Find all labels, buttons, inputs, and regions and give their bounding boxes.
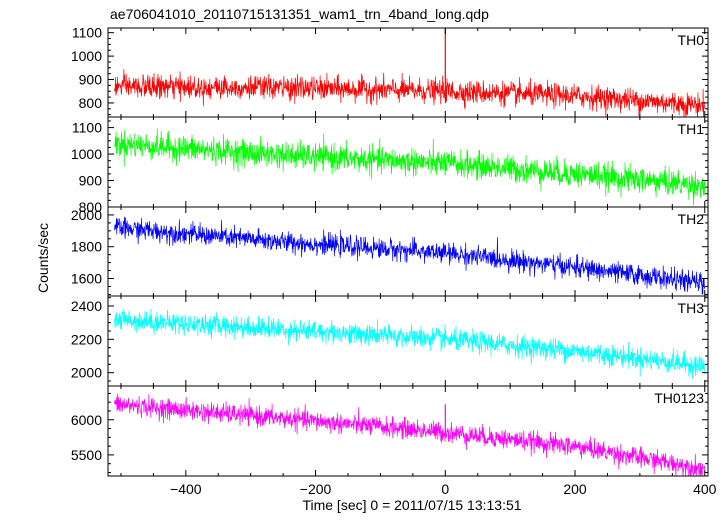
panel-label-th3: TH3 [678,300,705,316]
panel-frame [107,116,709,208]
panel-th1: 800 900 1000 1100 TH1 [71,116,709,215]
series-line-th0123 [114,393,706,476]
y-tick-label-th1: 800 [79,199,103,215]
panel-th0123: 5500 6000 TH0123 [71,385,709,477]
y-tick-label-th0: 1100 [72,25,102,41]
panel-frame [107,385,709,477]
series-line-th3 [114,309,706,380]
x-tick-label: −400 [170,481,202,497]
y-tick-label-th0: 900 [79,72,103,88]
y-tick-label-th0123: 5500 [71,447,102,463]
x-tick-label: 200 [563,481,587,497]
x-axis-title: Time [sec] 0 = 2011/07/15 13:13:51 [302,497,521,513]
y-tick-label-th0123: 6000 [71,412,102,428]
y-tick-label-th1: 1100 [72,120,102,136]
y-tick-label-th3: 2400 [71,298,102,314]
y-tick-label-th2: 2000 [71,207,102,223]
y-tick-label-th1: 1000 [71,146,102,162]
y-tick-label-th1: 900 [79,173,103,189]
panel-frame [107,295,709,387]
panel-label-th0: TH0 [678,32,705,48]
panel-th0: 800 900 1000 1100 TH0 [71,25,709,118]
panel-group: 800 900 1000 1100 TH0 800 900 1000 1100 TH1 1600 18… [71,25,717,497]
panel-th2: 1600 1800 2000 TH2 [71,206,709,297]
panel-th3: 2000 2200 2400 TH3 [71,295,709,387]
y-tick-label-th0: 800 [79,95,103,111]
x-tick-label: 400 [693,481,717,497]
y-axis-title: Counts/sec [35,223,51,293]
y-tick-label-th3: 2000 [71,365,102,381]
x-tick-label: −200 [300,481,332,497]
y-tick-label-th2: 1600 [71,271,102,287]
series-line-th1 [114,128,706,206]
x-tick-label: 0 [441,481,449,497]
series-line-th2 [114,216,706,295]
y-tick-label-th2: 1800 [71,239,102,255]
series-line-th0 [114,69,706,117]
y-tick-label-th3: 2200 [71,331,102,347]
panel-label-th1: TH1 [678,121,705,137]
y-tick-label-th0: 1000 [71,48,102,64]
panel-label-th0123: TH0123 [654,390,704,406]
panel-label-th2: TH2 [678,211,705,227]
figure-title: ae706041010_20110715131351_wam1_trn_4ban… [110,6,489,22]
